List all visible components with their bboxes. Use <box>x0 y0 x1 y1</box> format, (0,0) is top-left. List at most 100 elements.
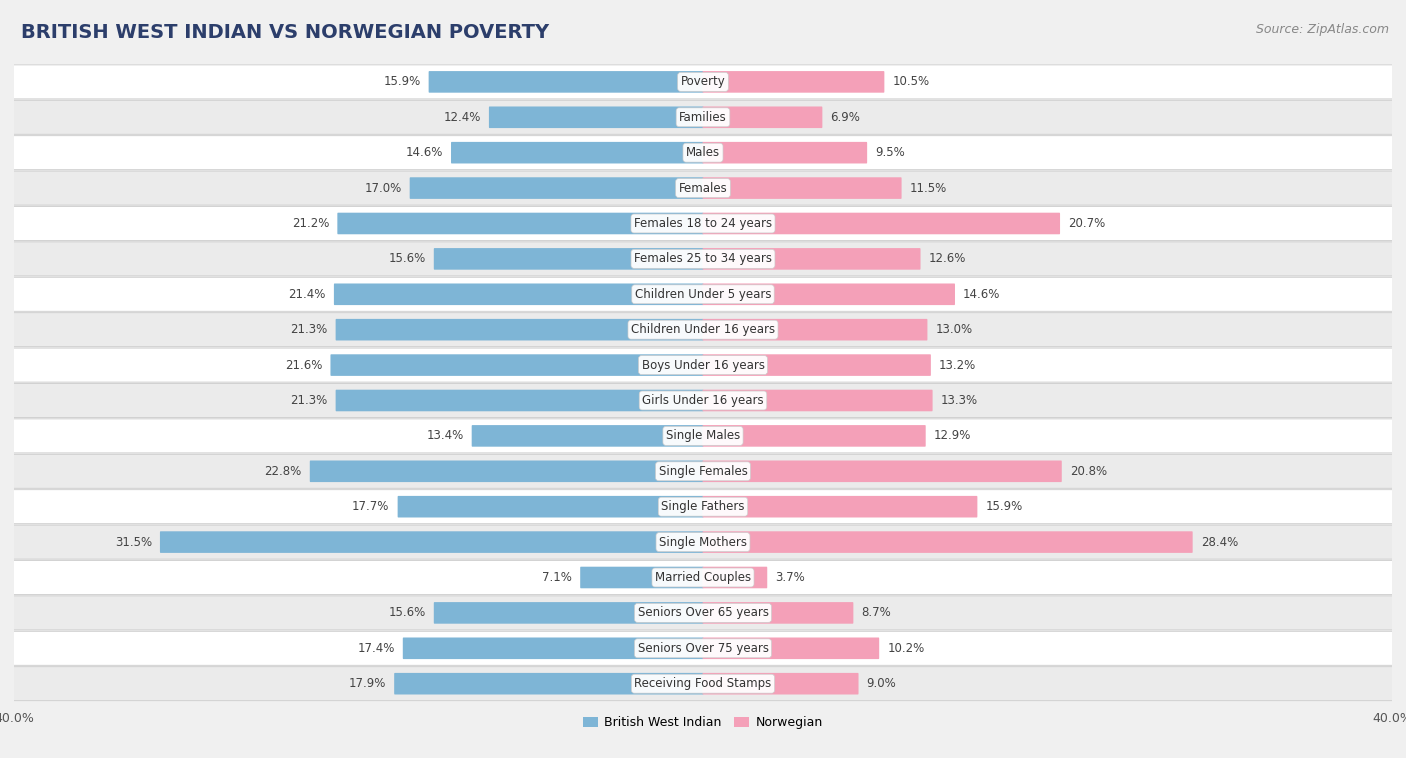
Text: 21.6%: 21.6% <box>285 359 322 371</box>
FancyBboxPatch shape <box>6 206 1400 240</box>
Text: 13.0%: 13.0% <box>935 323 973 337</box>
Text: 28.4%: 28.4% <box>1201 536 1239 549</box>
Text: Married Couples: Married Couples <box>655 571 751 584</box>
FancyBboxPatch shape <box>471 425 703 446</box>
Text: 7.1%: 7.1% <box>543 571 572 584</box>
FancyBboxPatch shape <box>703 673 859 694</box>
Text: 14.6%: 14.6% <box>405 146 443 159</box>
Text: 15.6%: 15.6% <box>388 606 426 619</box>
FancyBboxPatch shape <box>330 354 703 376</box>
Text: 21.2%: 21.2% <box>292 217 329 230</box>
FancyBboxPatch shape <box>703 319 928 340</box>
FancyBboxPatch shape <box>160 531 703 553</box>
FancyBboxPatch shape <box>434 248 703 270</box>
FancyBboxPatch shape <box>6 596 1400 630</box>
FancyBboxPatch shape <box>394 673 703 694</box>
FancyBboxPatch shape <box>6 525 1400 559</box>
FancyBboxPatch shape <box>309 461 703 482</box>
FancyBboxPatch shape <box>6 171 1400 205</box>
FancyBboxPatch shape <box>6 384 1400 418</box>
FancyBboxPatch shape <box>337 213 703 234</box>
FancyBboxPatch shape <box>6 313 1400 346</box>
FancyBboxPatch shape <box>6 631 1400 666</box>
FancyBboxPatch shape <box>6 65 1400 99</box>
Text: 3.7%: 3.7% <box>775 571 806 584</box>
Text: Poverty: Poverty <box>681 75 725 89</box>
FancyBboxPatch shape <box>429 71 703 92</box>
Legend: British West Indian, Norwegian: British West Indian, Norwegian <box>578 711 828 735</box>
Text: Single Mothers: Single Mothers <box>659 536 747 549</box>
FancyBboxPatch shape <box>703 106 823 128</box>
FancyBboxPatch shape <box>703 425 925 446</box>
Text: Single Males: Single Males <box>666 429 740 443</box>
FancyBboxPatch shape <box>6 667 1400 700</box>
FancyBboxPatch shape <box>703 390 932 412</box>
FancyBboxPatch shape <box>6 136 1400 170</box>
Text: 6.9%: 6.9% <box>831 111 860 124</box>
Text: 31.5%: 31.5% <box>115 536 152 549</box>
FancyBboxPatch shape <box>703 637 879 659</box>
FancyBboxPatch shape <box>703 354 931 376</box>
FancyBboxPatch shape <box>703 213 1060 234</box>
Text: 13.4%: 13.4% <box>426 429 464 443</box>
Text: 9.0%: 9.0% <box>866 677 897 691</box>
Text: 21.3%: 21.3% <box>290 323 328 337</box>
FancyBboxPatch shape <box>451 142 703 164</box>
Text: Families: Families <box>679 111 727 124</box>
Text: Single Fathers: Single Fathers <box>661 500 745 513</box>
FancyBboxPatch shape <box>6 454 1400 488</box>
FancyBboxPatch shape <box>703 283 955 305</box>
Text: 10.5%: 10.5% <box>893 75 929 89</box>
FancyBboxPatch shape <box>489 106 703 128</box>
Text: Females: Females <box>679 182 727 195</box>
FancyBboxPatch shape <box>6 490 1400 524</box>
FancyBboxPatch shape <box>6 560 1400 594</box>
Text: 10.2%: 10.2% <box>887 642 925 655</box>
FancyBboxPatch shape <box>703 248 921 270</box>
Text: 17.4%: 17.4% <box>357 642 395 655</box>
Text: 12.4%: 12.4% <box>443 111 481 124</box>
Text: 8.7%: 8.7% <box>862 606 891 619</box>
Text: Boys Under 16 years: Boys Under 16 years <box>641 359 765 371</box>
Text: Children Under 5 years: Children Under 5 years <box>634 288 772 301</box>
FancyBboxPatch shape <box>6 419 1400 453</box>
Text: Females 18 to 24 years: Females 18 to 24 years <box>634 217 772 230</box>
Text: 20.8%: 20.8% <box>1070 465 1107 478</box>
FancyBboxPatch shape <box>703 531 1192 553</box>
Text: Single Females: Single Females <box>658 465 748 478</box>
Text: 22.8%: 22.8% <box>264 465 302 478</box>
Text: 15.9%: 15.9% <box>384 75 420 89</box>
Text: 15.6%: 15.6% <box>388 252 426 265</box>
FancyBboxPatch shape <box>6 100 1400 134</box>
Text: Receiving Food Stamps: Receiving Food Stamps <box>634 677 772 691</box>
Text: 20.7%: 20.7% <box>1069 217 1105 230</box>
Text: 15.9%: 15.9% <box>986 500 1022 513</box>
Text: 21.4%: 21.4% <box>288 288 326 301</box>
FancyBboxPatch shape <box>703 177 901 199</box>
FancyBboxPatch shape <box>336 319 703 340</box>
FancyBboxPatch shape <box>6 348 1400 382</box>
FancyBboxPatch shape <box>6 277 1400 312</box>
FancyBboxPatch shape <box>434 602 703 624</box>
Text: 12.9%: 12.9% <box>934 429 972 443</box>
Text: 12.6%: 12.6% <box>928 252 966 265</box>
Text: Seniors Over 75 years: Seniors Over 75 years <box>637 642 769 655</box>
FancyBboxPatch shape <box>703 496 977 518</box>
FancyBboxPatch shape <box>409 177 703 199</box>
FancyBboxPatch shape <box>398 496 703 518</box>
FancyBboxPatch shape <box>703 602 853 624</box>
FancyBboxPatch shape <box>703 142 868 164</box>
Text: 21.3%: 21.3% <box>290 394 328 407</box>
Text: Children Under 16 years: Children Under 16 years <box>631 323 775 337</box>
Text: 17.0%: 17.0% <box>364 182 402 195</box>
FancyBboxPatch shape <box>703 461 1062 482</box>
Text: 13.2%: 13.2% <box>939 359 976 371</box>
Text: 17.7%: 17.7% <box>352 500 389 513</box>
Text: Seniors Over 65 years: Seniors Over 65 years <box>637 606 769 619</box>
FancyBboxPatch shape <box>6 242 1400 276</box>
FancyBboxPatch shape <box>333 283 703 305</box>
Text: 14.6%: 14.6% <box>963 288 1001 301</box>
FancyBboxPatch shape <box>402 637 703 659</box>
Text: Males: Males <box>686 146 720 159</box>
FancyBboxPatch shape <box>703 567 768 588</box>
